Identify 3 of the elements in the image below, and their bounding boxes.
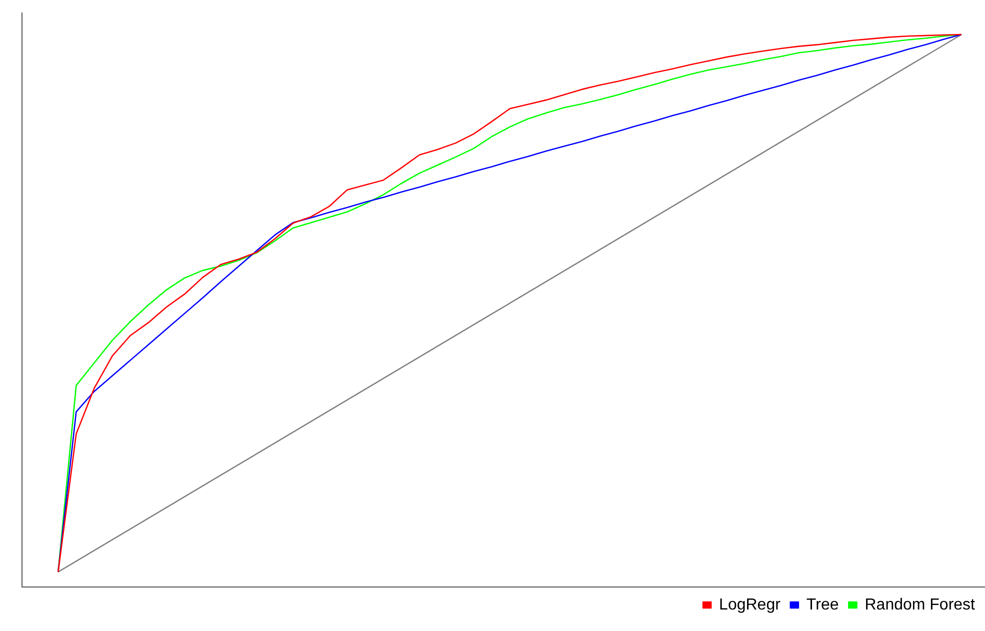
legend-label: LogRegr (719, 596, 782, 614)
legend-label: Tree (806, 596, 839, 614)
legend-label: Random Forest (864, 596, 976, 614)
